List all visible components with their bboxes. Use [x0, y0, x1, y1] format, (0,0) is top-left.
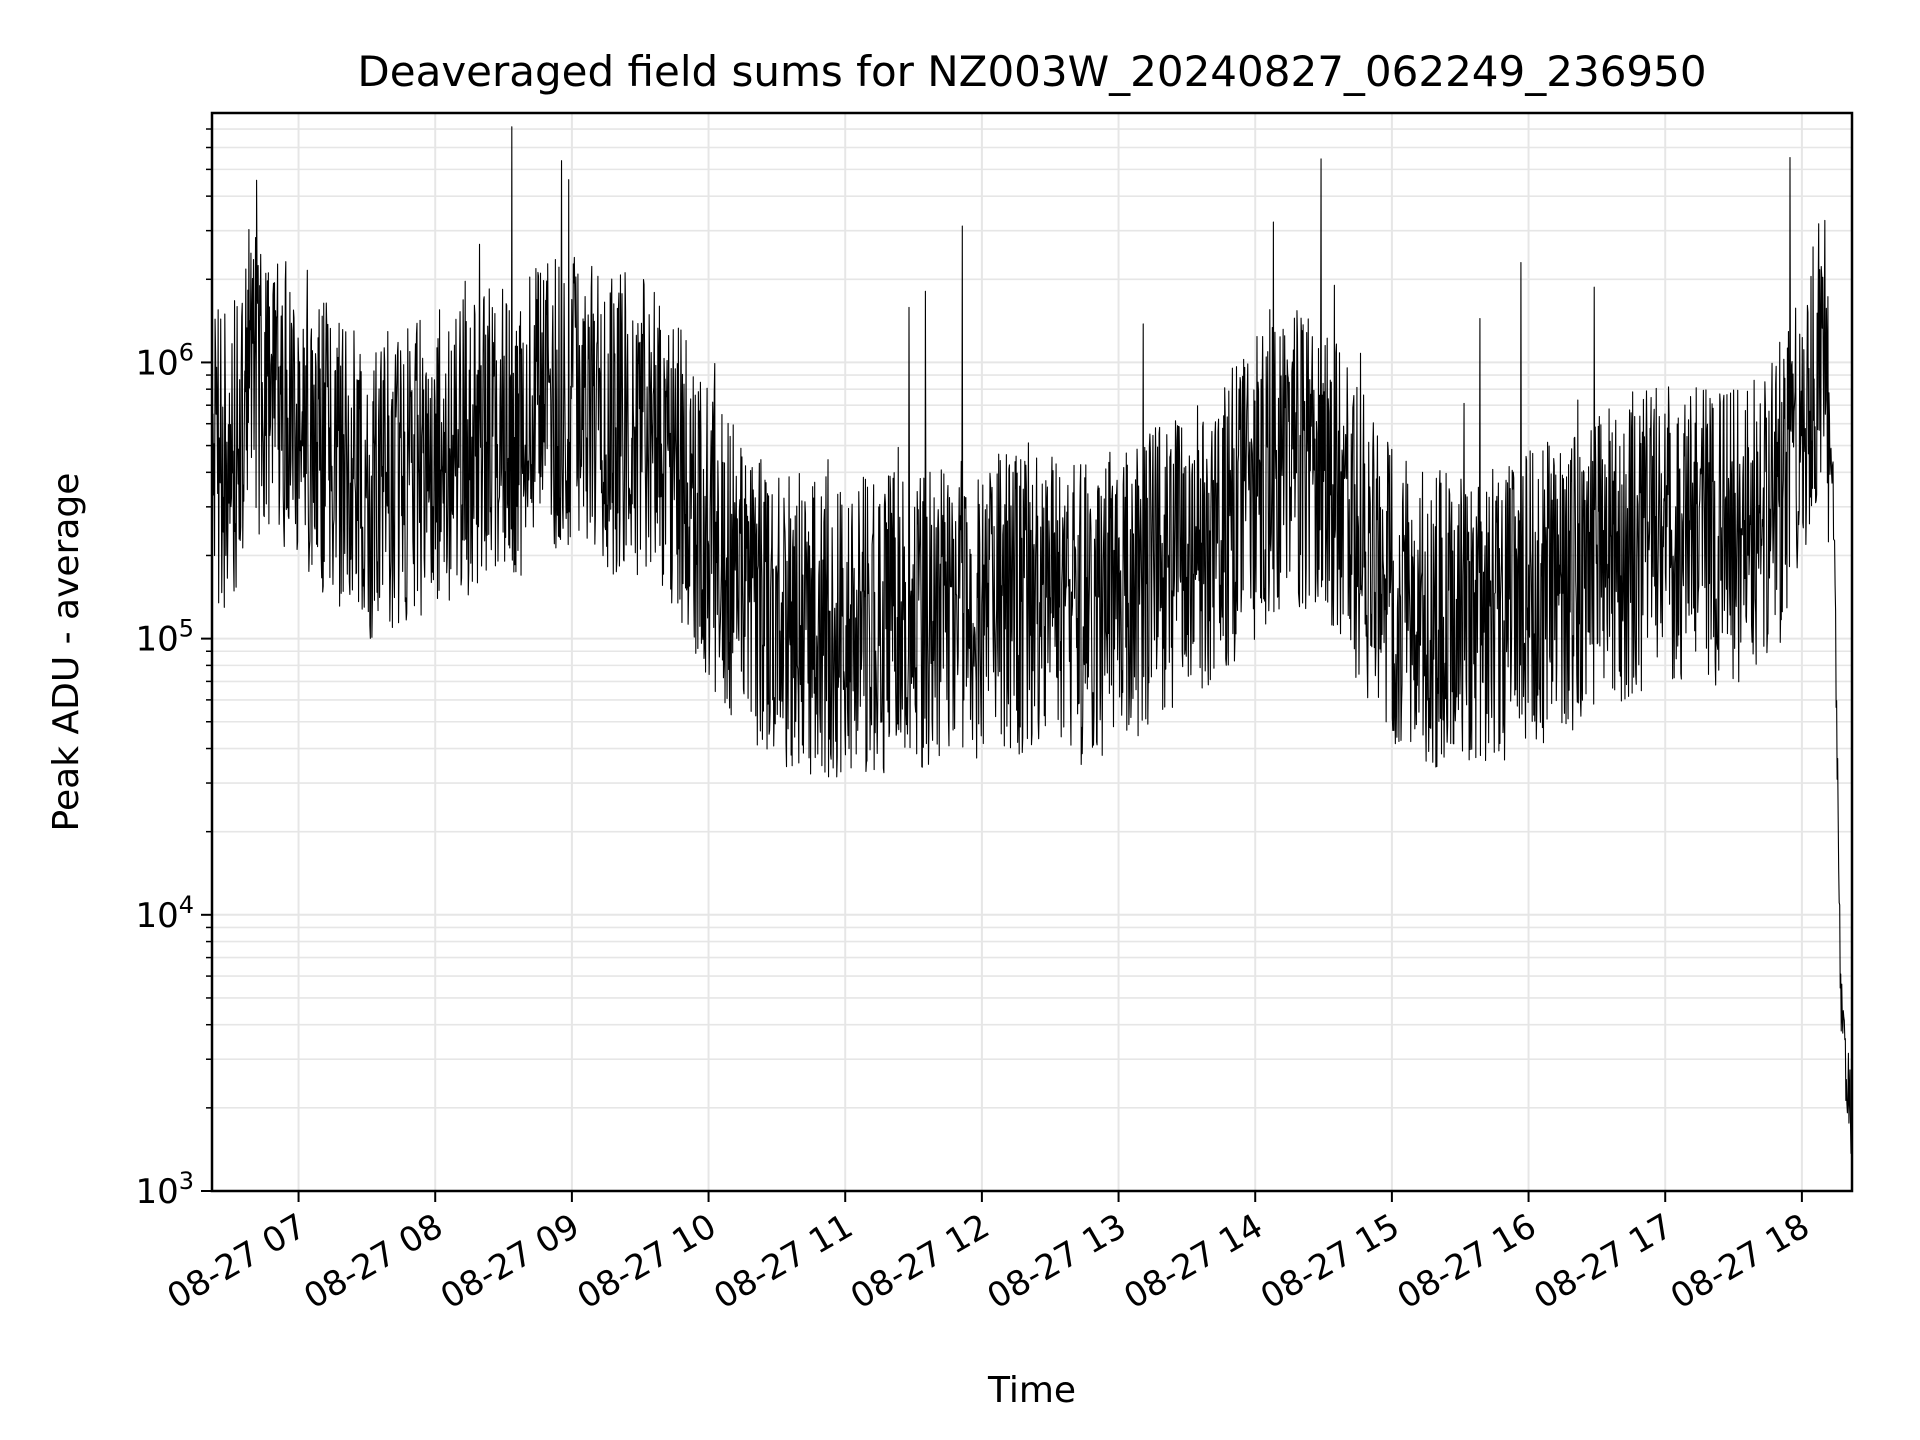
y-tick-label-exponent: 4	[179, 891, 194, 919]
y-tick-label-exponent: 3	[179, 1167, 194, 1195]
x-tick-label: 08-27 16	[1391, 1206, 1543, 1317]
y-tick-label: 104	[135, 891, 194, 936]
x-tick-label: 08-27 08	[297, 1206, 449, 1317]
y-tick-label: 103	[135, 1167, 194, 1212]
y-tick-label-exponent: 6	[179, 338, 194, 366]
x-axis-label: Time	[987, 1370, 1076, 1411]
x-tick-label: 08-27 18	[1664, 1206, 1816, 1317]
x-tick-label: 08-27 12	[844, 1206, 996, 1317]
x-tick-label: 08-27 17	[1527, 1206, 1679, 1317]
y-tick-label-base: 10	[135, 620, 178, 660]
x-tick-label: 08-27 10	[571, 1206, 723, 1317]
x-tick-label: 08-27 07	[161, 1206, 313, 1317]
y-tick-label: 106	[135, 338, 194, 383]
x-tick-label: 08-27 13	[981, 1206, 1133, 1317]
y-tick-label-base: 10	[135, 343, 178, 383]
y-tick-label-base: 10	[135, 1172, 178, 1212]
data-series	[211, 126, 1853, 1154]
x-tick-label: 08-27 15	[1254, 1206, 1406, 1317]
y-tick-label-exponent: 5	[179, 615, 194, 643]
y-tick-label: 105	[135, 615, 194, 660]
series-line	[211, 126, 1853, 1154]
x-tick-label: 08-27 09	[434, 1206, 586, 1317]
y-axis-label: Peak ADU - average	[46, 473, 87, 832]
x-tick-label: 08-27 14	[1117, 1206, 1269, 1317]
chart-title: Deaveraged field sums for NZ003W_2024082…	[357, 47, 1706, 96]
x-tick-label: 08-27 11	[707, 1206, 859, 1317]
y-tick-label-base: 10	[135, 896, 178, 936]
